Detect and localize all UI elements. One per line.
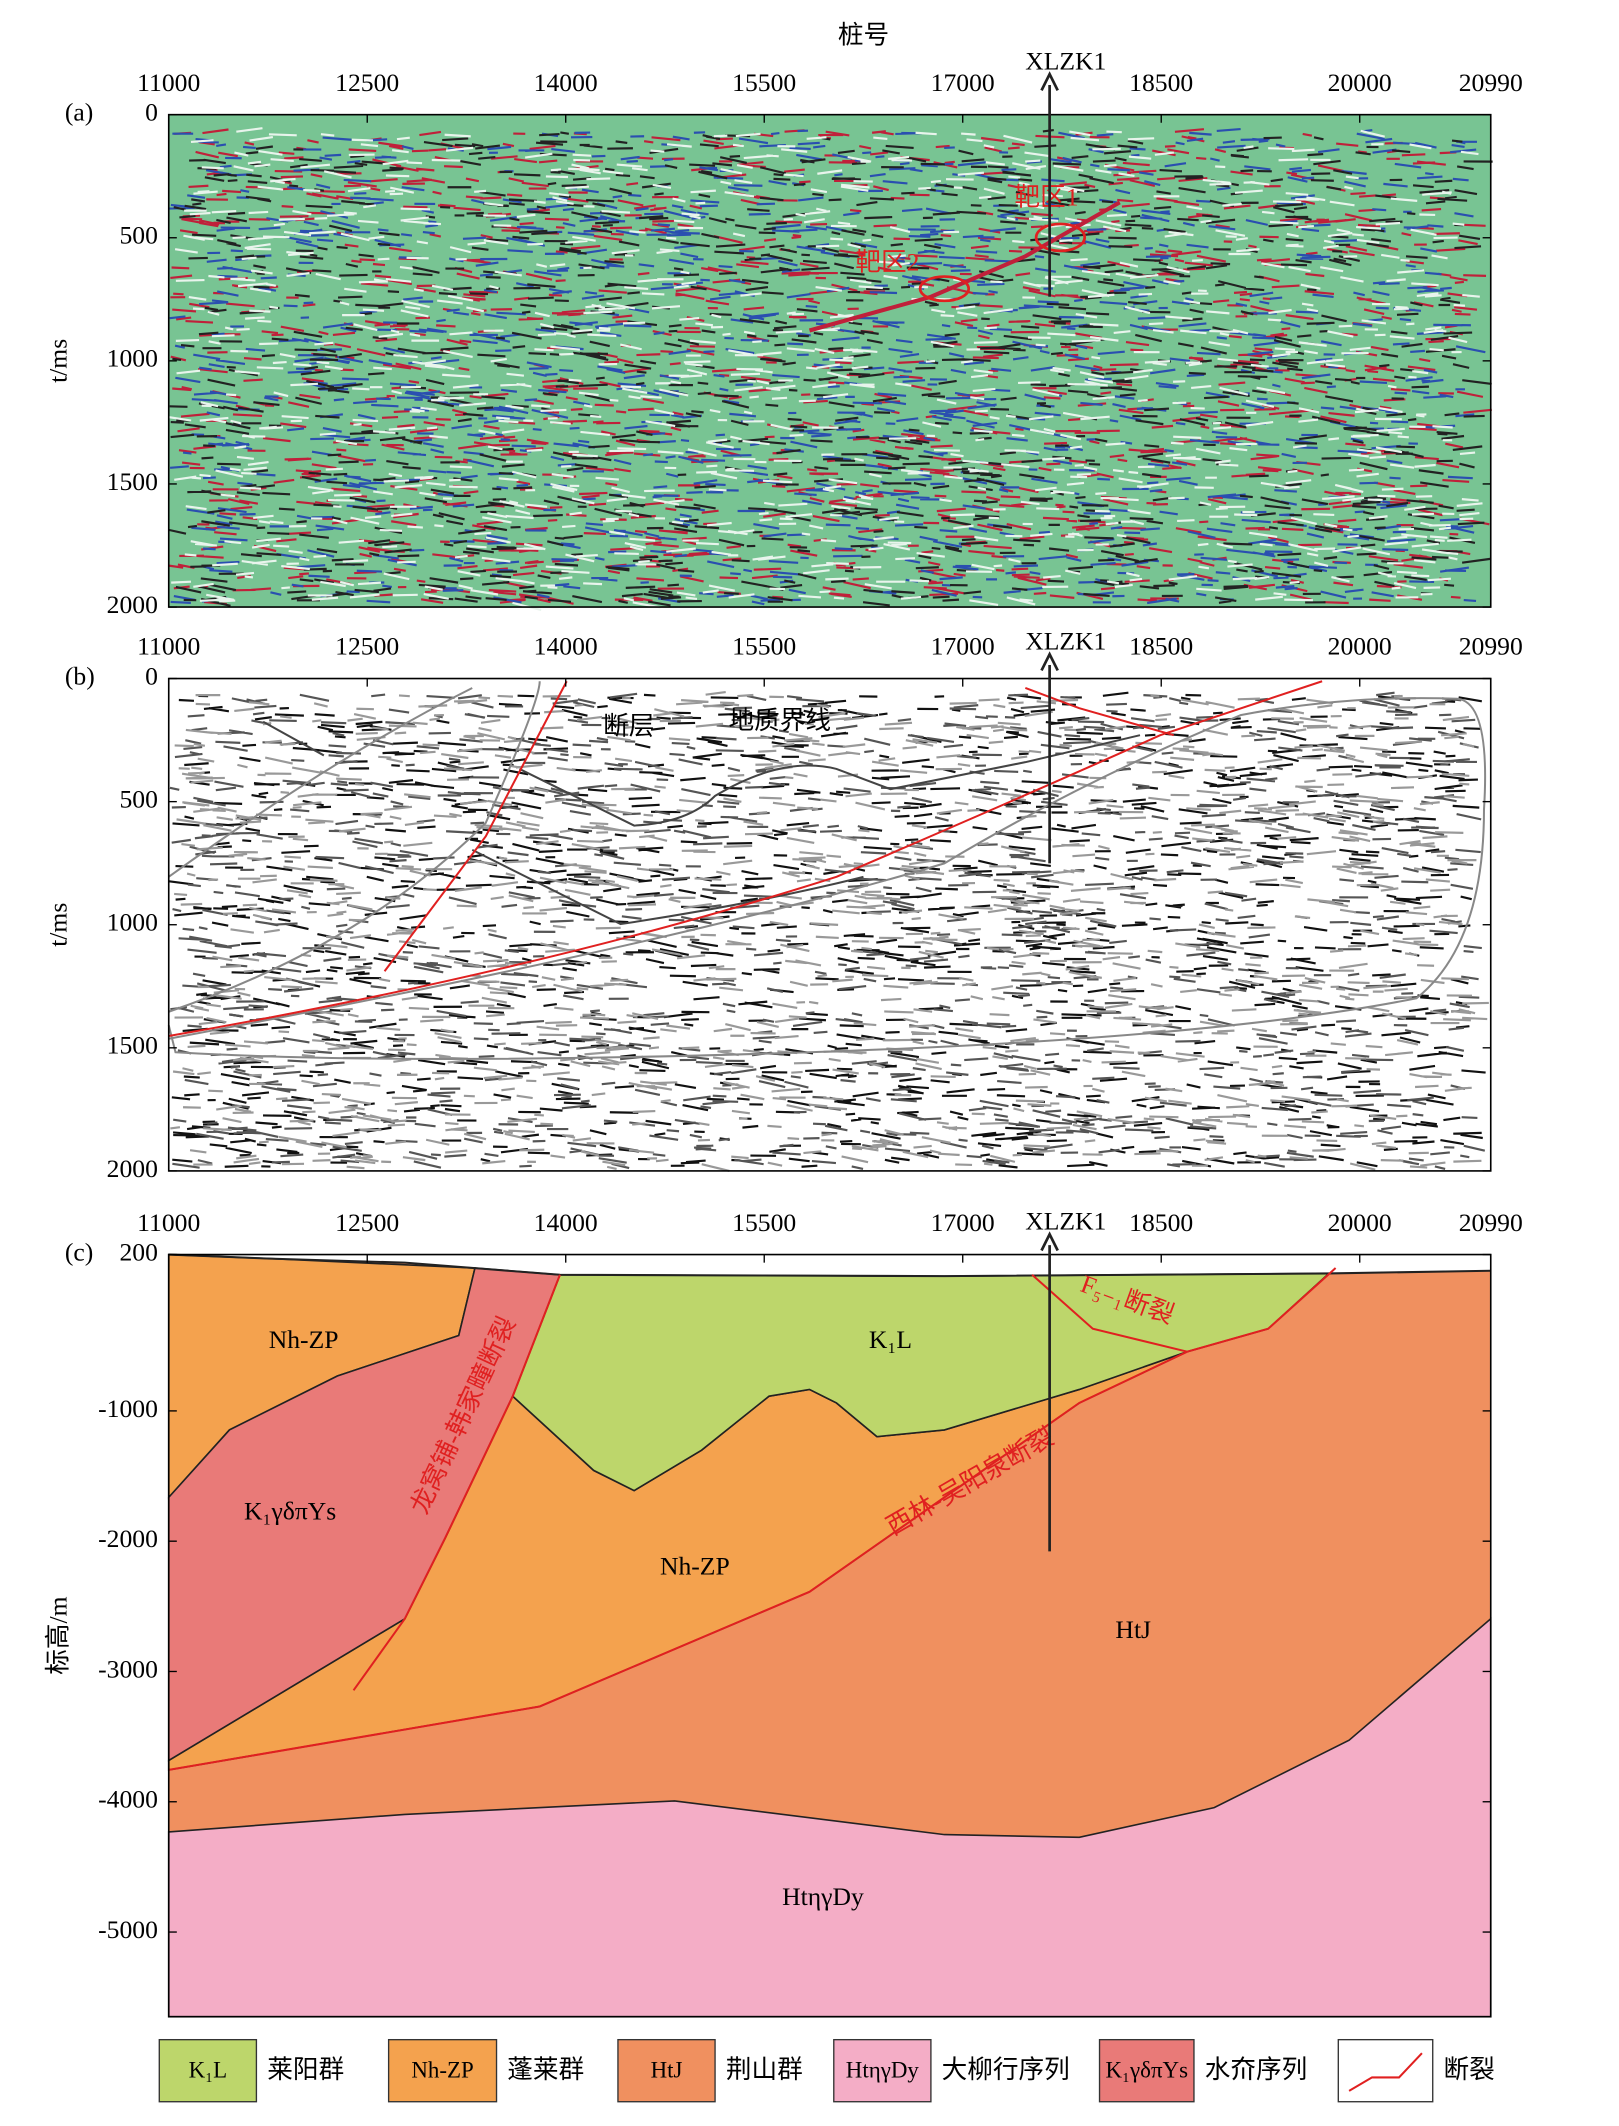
x-tick-label: 18500	[1129, 68, 1193, 97]
legend-symbol: Nh-ZP	[411, 2057, 473, 2082]
x-tick-label: 20000	[1328, 1208, 1392, 1237]
borehole-label: XLZK1	[1025, 1206, 1106, 1235]
legend-swatch	[1098, 2038, 1195, 2103]
x-tick-label: 17000	[931, 68, 995, 97]
x-tick-label: 12500	[335, 632, 399, 661]
x-tick-label: 18500	[1129, 632, 1193, 661]
borehole-arrow	[1040, 71, 1059, 91]
x-tick-label: 15500	[732, 68, 796, 97]
borehole-arrow	[1040, 651, 1059, 672]
texture-stroke	[169, 691, 1486, 1169]
plot-frame	[167, 1253, 1492, 2018]
legend-swatch	[1337, 2038, 1434, 2103]
reflector	[808, 200, 1121, 333]
x-tick-label: 20990	[1459, 632, 1523, 661]
x-tick-label: 17000	[931, 1208, 995, 1237]
x-tick-label: 17000	[931, 632, 995, 661]
annotation: 断层	[603, 711, 654, 740]
x-tick-label: 12500	[335, 1208, 399, 1237]
unit-label: K₁γδπYs	[244, 1496, 336, 1525]
legend-symbol: K₁γδπYs	[1105, 2057, 1188, 2082]
x-tick-label: 14000	[534, 1208, 598, 1237]
legend-label: 莱阳群	[267, 2055, 344, 2084]
y-tick-label: 0	[145, 98, 158, 127]
x-tick-label: 15500	[732, 1208, 796, 1237]
panel-label: (a)	[65, 98, 93, 127]
annotation: 靶区1	[1015, 183, 1079, 212]
axes: (a) t/ms 11000 12500 14000 15500 17000 18500 200…	[44, 46, 1523, 2018]
faults	[168, 1267, 1337, 1771]
legend-symbol: HtηγDy	[846, 2057, 920, 2082]
x-axis-title: 桩号	[838, 21, 889, 50]
x-tick-label: 20990	[1459, 68, 1523, 97]
unit-label: Nh-ZP	[660, 1552, 730, 1581]
legend-label: 蓬莱群	[507, 2055, 584, 2084]
x-tick-label: 18500	[1129, 1208, 1193, 1237]
x-tick-label: 20000	[1328, 68, 1392, 97]
legend-swatch	[158, 2038, 258, 2103]
y-tick-label: 1500	[107, 467, 158, 496]
unit-label: K₁L	[869, 1325, 912, 1354]
legend-label: 荆山群	[726, 2055, 803, 2084]
legend-label: 断裂	[1444, 2055, 1495, 2084]
annotation: 靶区2	[855, 247, 919, 276]
y-tick-label: 1000	[107, 908, 158, 937]
legend-label: 大柳行序列	[942, 2055, 1070, 2084]
y-tick-label: -3000	[98, 1654, 158, 1683]
unit-label: HtJ	[1115, 1615, 1151, 1644]
unit-label: HtηγDy	[782, 1882, 864, 1911]
faults	[168, 680, 1323, 1038]
y-tick-label: 500	[120, 785, 158, 814]
x-tick-label: 12500	[335, 68, 399, 97]
legend: K₁L 莱阳群 Nh-ZP 蓬莱群 HtJ 荆山群 HtηγDy 大柳行序列 K₁γδπYs 水夼…	[158, 2038, 1495, 2103]
legend-label: 水夼序列	[1205, 2055, 1308, 2084]
x-tick-label: 20000	[1328, 632, 1392, 661]
y-axis-label: t/ms	[44, 903, 73, 947]
y-tick-label: 2000	[107, 1154, 158, 1183]
y-tick-label: 0	[145, 661, 158, 690]
borehole-arrow	[1040, 1231, 1059, 1252]
x-tick-label: 14000	[534, 632, 598, 661]
texture-stroke	[168, 127, 1483, 612]
legend-swatch	[833, 2038, 932, 2103]
legend-swatch	[617, 2038, 716, 2103]
y-tick-label: 200	[120, 1237, 158, 1266]
y-tick-label: -1000	[98, 1394, 158, 1423]
y-axis-label: t/ms	[44, 339, 73, 383]
annotation: 地质界线	[729, 706, 832, 735]
x-tick-label: 15500	[732, 632, 796, 661]
x-tick-label: 11000	[137, 632, 200, 661]
legend-symbol: HtJ	[651, 2057, 683, 2082]
borehole-label: XLZK1	[1025, 46, 1106, 75]
unit-label: Nh-ZP	[269, 1325, 339, 1354]
legend-line	[1348, 2052, 1423, 2092]
texture-stroke	[170, 690, 1489, 1172]
boundaries	[167, 681, 1487, 1060]
y-tick-label: -2000	[98, 1524, 158, 1553]
x-tick-label: 14000	[534, 68, 598, 97]
y-axis-label: 标高/m	[44, 1596, 73, 1674]
y-tick-label: 2000	[107, 590, 158, 619]
y-tick-label: 500	[120, 221, 158, 250]
target-1	[1034, 222, 1087, 253]
y-tick-label: 1500	[107, 1031, 158, 1060]
seismic-texture	[169, 690, 1489, 1172]
x-tick-label: 20990	[1459, 1208, 1523, 1237]
seismic-texture	[168, 127, 1493, 612]
borehole-label: XLZK1	[1025, 626, 1106, 655]
x-tick-label: 11000	[137, 1208, 200, 1237]
target-2	[918, 275, 971, 303]
panel-label: (b)	[65, 661, 95, 690]
legend-swatch	[387, 2038, 498, 2103]
boundaries	[262, 720, 1141, 926]
panel-label: (c)	[65, 1237, 93, 1266]
x-tick-label: 11000	[137, 68, 200, 97]
y-tick-label: 1000	[107, 344, 158, 373]
y-tick-label: -5000	[98, 1915, 158, 1944]
legend-symbol: K₁L	[189, 2057, 228, 2082]
y-tick-label: -4000	[98, 1785, 158, 1814]
